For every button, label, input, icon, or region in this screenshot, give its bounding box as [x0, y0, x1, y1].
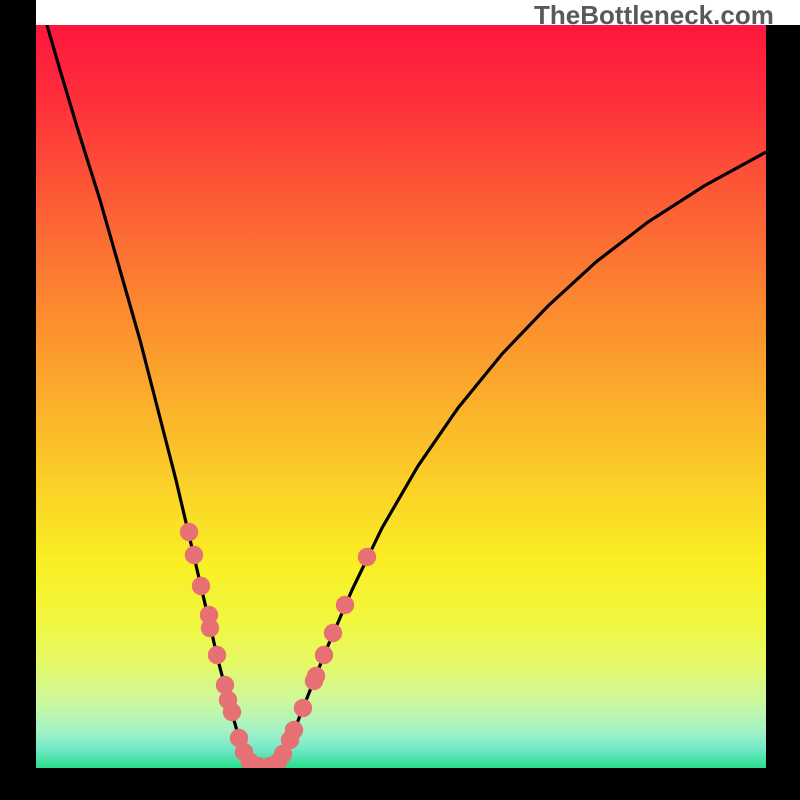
- data-dot: [315, 646, 333, 664]
- chart-stage: TheBottleneck.com: [0, 0, 800, 800]
- data-dot: [307, 667, 325, 685]
- watermark-text: TheBottleneck.com: [534, 0, 774, 31]
- data-dot: [208, 646, 226, 664]
- data-dot: [192, 577, 210, 595]
- frame-border-bottom: [0, 768, 800, 800]
- data-dot: [223, 703, 241, 721]
- data-dot: [185, 546, 203, 564]
- heat-gradient-fill: [36, 25, 766, 768]
- data-dot: [358, 548, 376, 566]
- frame-border-right: [766, 25, 800, 800]
- data-dot: [285, 721, 303, 739]
- data-dot: [201, 619, 219, 637]
- data-dot: [294, 699, 312, 717]
- data-dot: [336, 596, 354, 614]
- data-dot: [180, 523, 198, 541]
- gradient-plot: [0, 0, 800, 800]
- data-dot: [324, 624, 342, 642]
- frame-border-left: [0, 0, 36, 800]
